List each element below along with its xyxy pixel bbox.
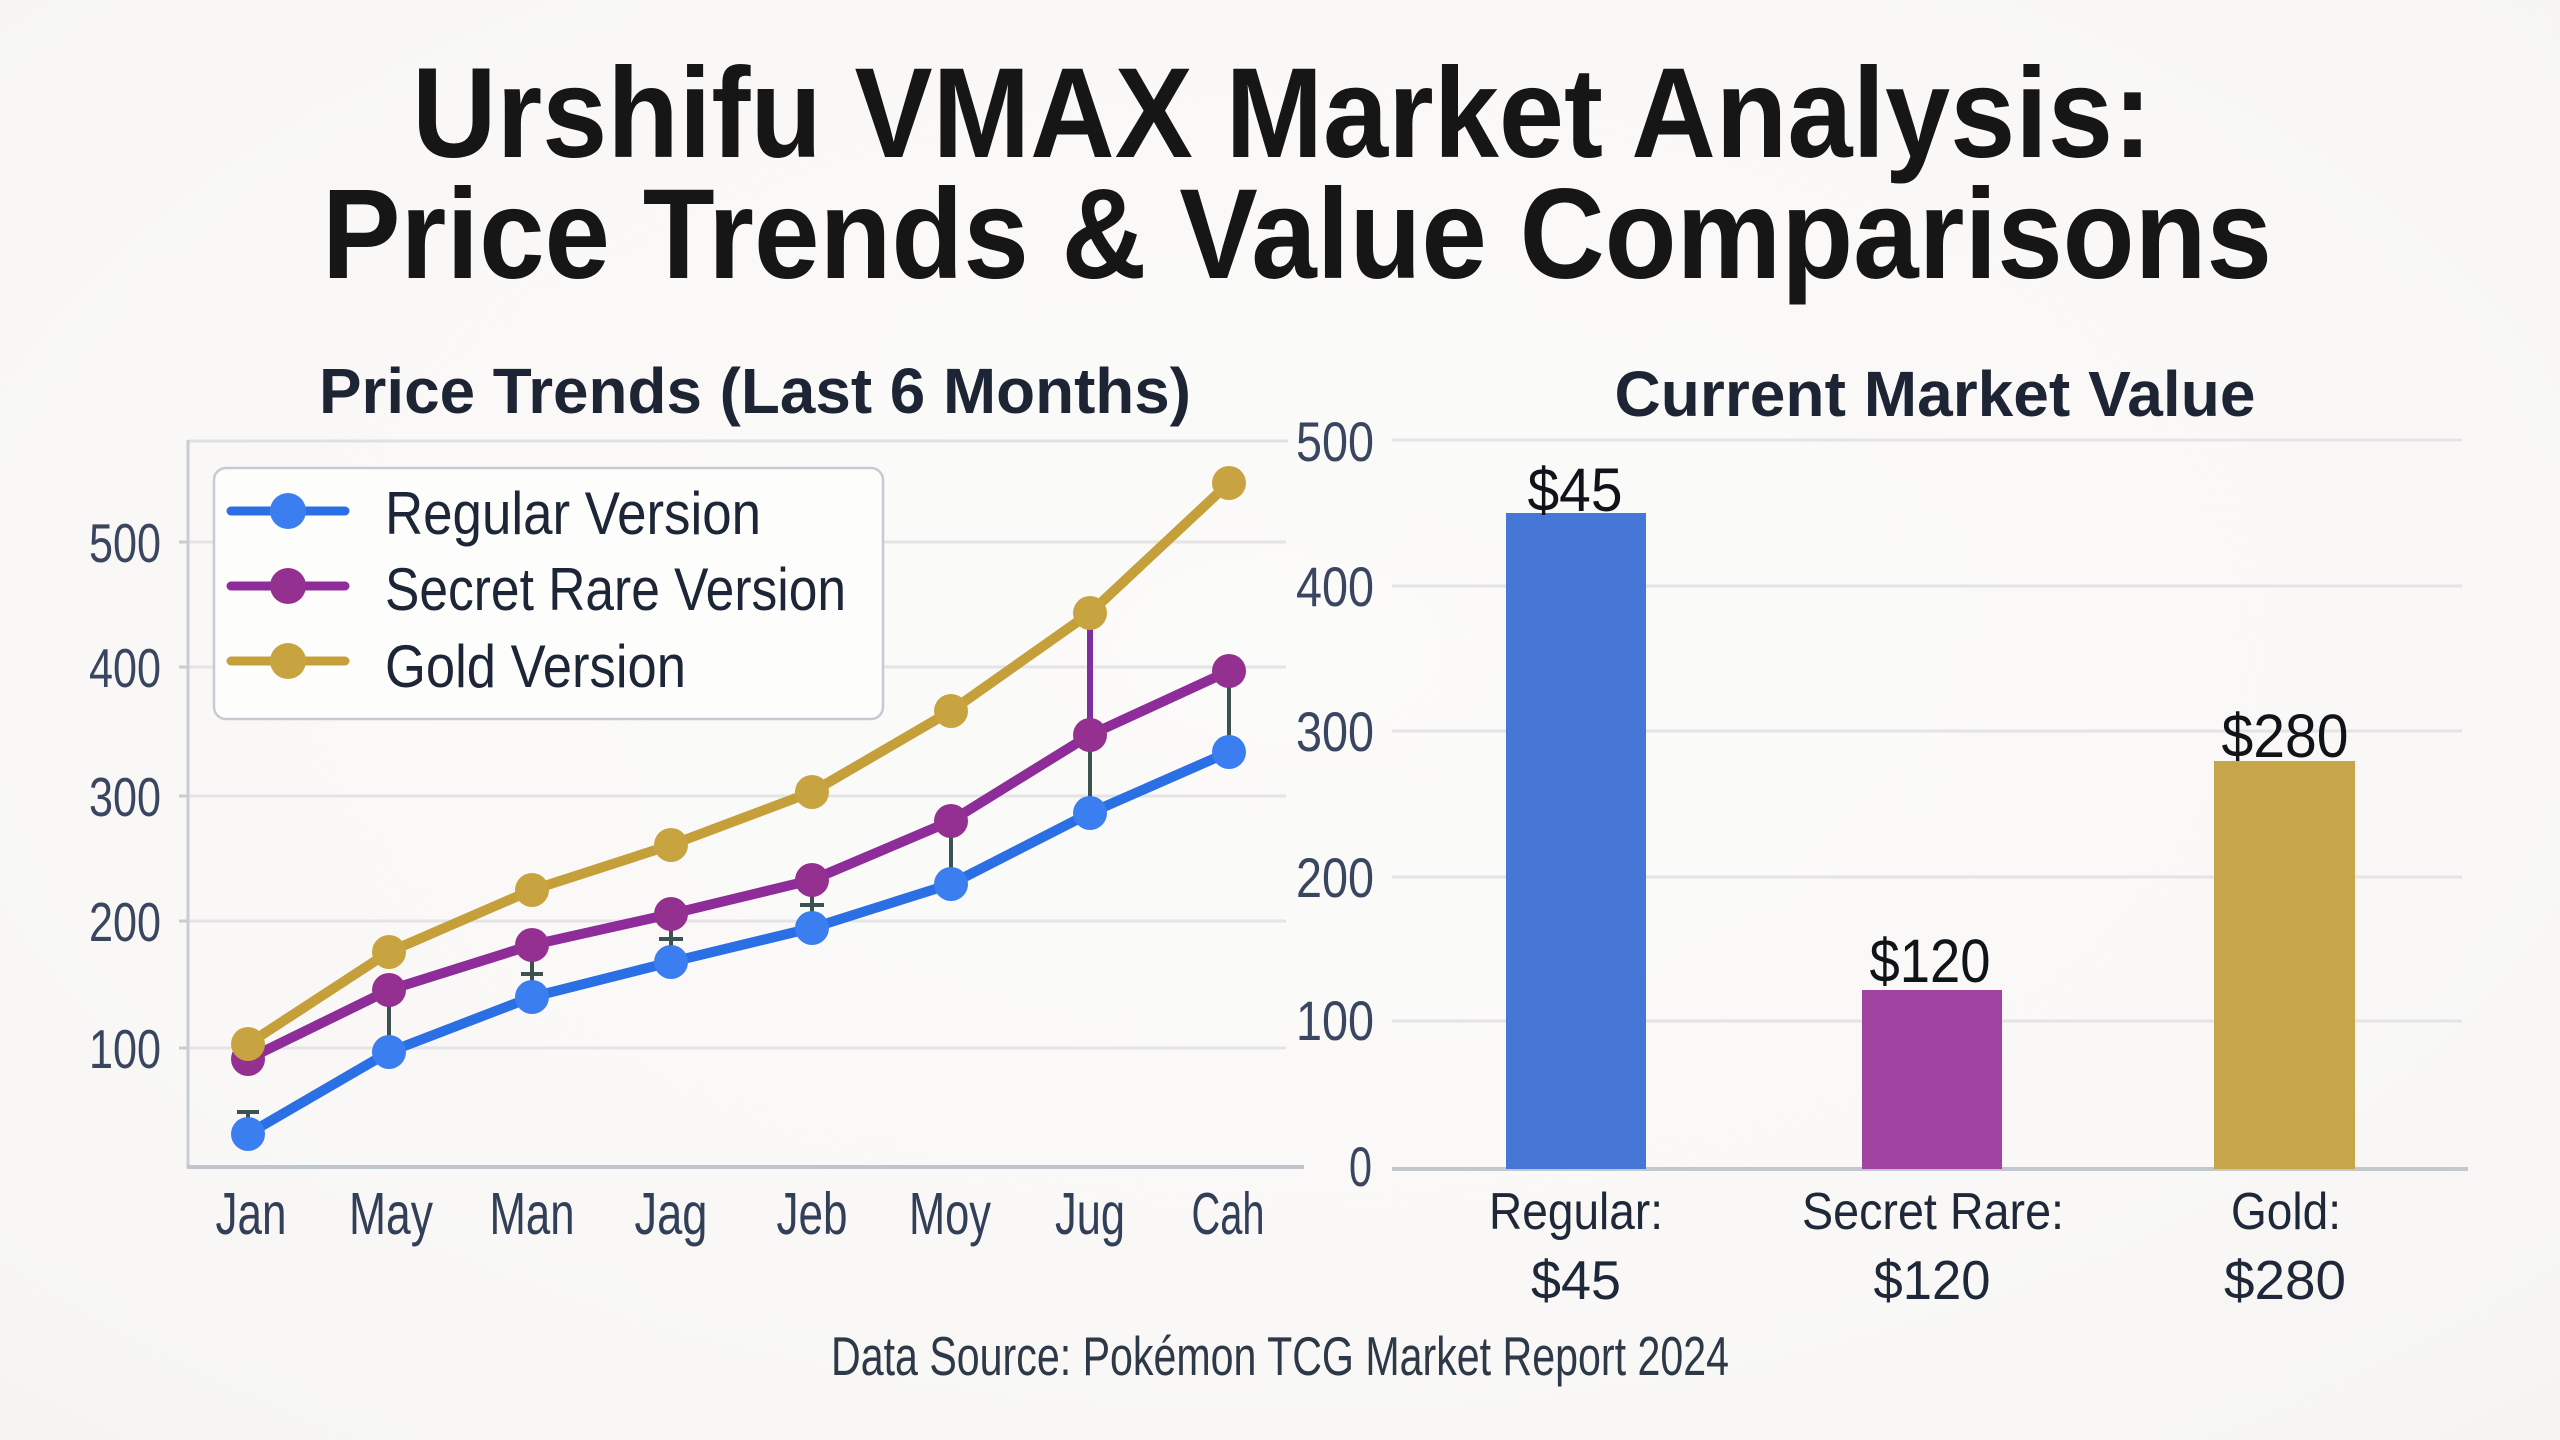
svg-text:400: 400 [89,637,161,699]
svg-text:Jag: Jag [635,1181,708,1247]
svg-text:Jan: Jan [216,1181,287,1247]
svg-text:Gold Version: Gold Version [385,633,686,700]
svg-text:100: 100 [1296,989,1374,1052]
svg-text:Moy: Moy [909,1181,991,1247]
svg-text:400: 400 [1296,555,1374,618]
svg-text:$280: $280 [2224,1249,2346,1311]
svg-text:300: 300 [1296,700,1374,763]
svg-text:Gold:: Gold: [2231,1183,2341,1241]
svg-text:Secret Rare:: Secret Rare: [1802,1183,2064,1241]
svg-text:Price Trends & Value Compariso: Price Trends & Value Comparisons [322,163,2272,306]
svg-text:0: 0 [1349,1135,1372,1198]
svg-text:$45: $45 [1528,456,1623,524]
svg-text:$280: $280 [2222,702,2349,770]
svg-text:Jug: Jug [1055,1181,1125,1247]
svg-text:Regular Version: Regular Version [385,480,761,547]
svg-text:Cah: Cah [1192,1181,1265,1247]
svg-text:Jeb: Jeb [777,1181,848,1247]
svg-text:500: 500 [1296,410,1374,473]
svg-text:300: 300 [89,766,161,828]
svg-text:200: 200 [1296,846,1374,909]
svg-text:Man: Man [490,1181,575,1247]
svg-text:500: 500 [89,512,161,574]
svg-text:Current Market Value: Current Market Value [1615,358,2256,430]
svg-text:Data Source: Pokémon TCG Marke: Data Source: Pokémon TCG Market Report 2… [831,1325,1729,1387]
svg-text:100: 100 [89,1018,161,1080]
svg-text:Price Trends (Last 6 Months): Price Trends (Last 6 Months) [319,355,1191,427]
svg-text:Urshifu VMAX Market Analysis:: Urshifu VMAX Market Analysis: [412,42,2152,185]
svg-text:200: 200 [89,891,161,953]
svg-text:$45: $45 [1531,1249,1621,1311]
svg-text:$120: $120 [1874,1249,1991,1311]
svg-text:Secret Rare Version: Secret Rare Version [385,556,846,623]
svg-text:May: May [349,1181,433,1247]
svg-text:Regular:: Regular: [1489,1183,1663,1241]
svg-text:$120: $120 [1870,927,1991,995]
